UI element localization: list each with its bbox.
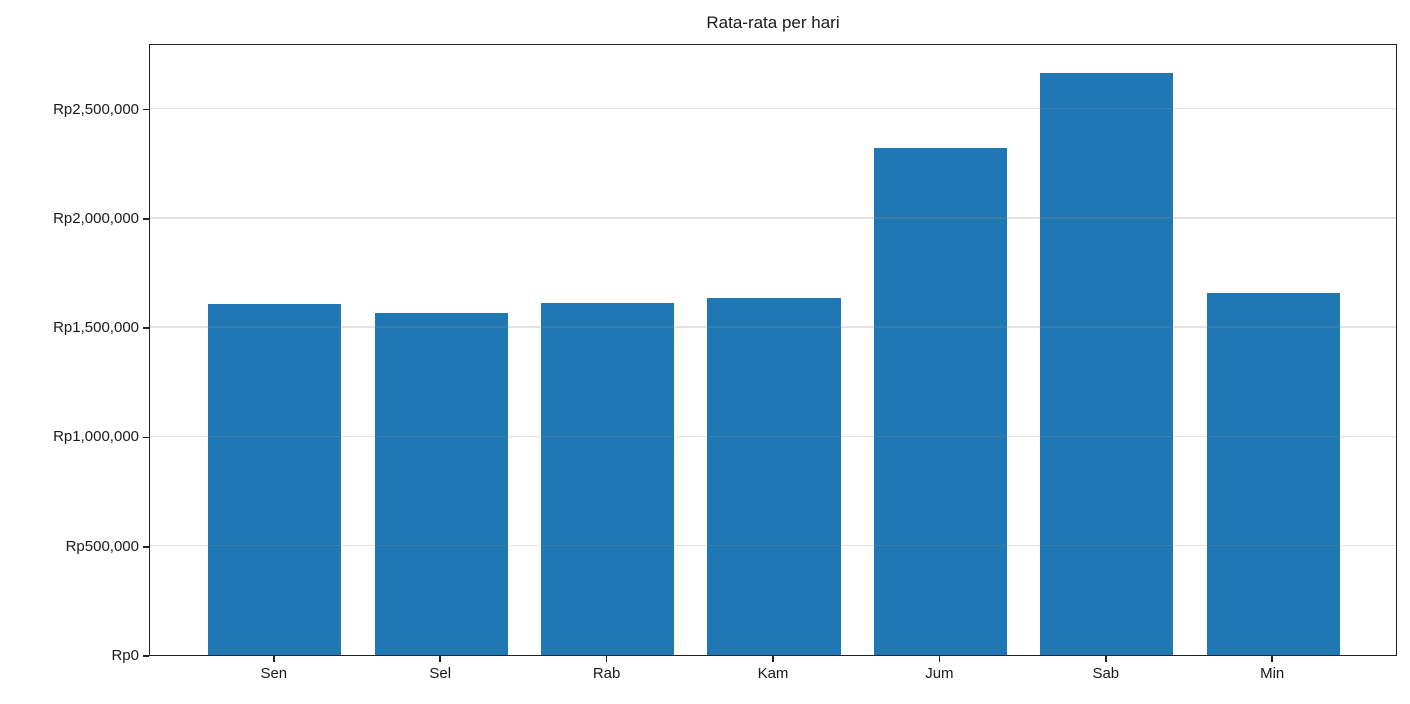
- y-tick-label: Rp2,500,000: [53, 100, 139, 118]
- plot-area: [149, 44, 1397, 656]
- x-tick-mark: [273, 656, 275, 662]
- y-tick-mark: [143, 218, 149, 220]
- chart-title: Rata-rata per hari: [706, 13, 840, 32]
- x-tick-mark: [1271, 656, 1273, 662]
- gridline: [150, 435, 1396, 438]
- x-tick-label: Kam: [757, 665, 789, 682]
- x-tick-label: Sen: [260, 665, 288, 682]
- y-tick-label: Rp500,000: [65, 537, 139, 555]
- y-tick-label: Rp1,000,000: [53, 428, 139, 446]
- x-tick-label: Jum: [925, 665, 954, 682]
- gridline: [150, 217, 1396, 219]
- y-tick-mark: [143, 436, 149, 439]
- gridline: [150, 107, 1396, 110]
- y-tick-mark: [143, 108, 149, 111]
- x-tick-label: Sab: [1092, 665, 1120, 682]
- gridline: [150, 544, 1396, 547]
- bar-rab: [541, 303, 675, 655]
- bar-min: [1206, 293, 1340, 655]
- bar-jum: [873, 147, 1007, 655]
- bar-sen: [208, 304, 342, 655]
- y-tick-label: Rp1,500,000: [53, 319, 139, 337]
- x-tick-mark: [1105, 656, 1107, 662]
- y-tick-label: Rp0: [111, 647, 139, 664]
- x-tick-mark: [938, 656, 941, 662]
- bar-sel: [374, 312, 508, 655]
- x-tick-mark: [772, 656, 774, 662]
- y-tick-mark: [143, 655, 149, 657]
- bar-sab: [1040, 72, 1174, 655]
- x-tick-label: Rab: [592, 665, 621, 682]
- x-tick-mark: [439, 656, 441, 662]
- gridline: [150, 326, 1396, 328]
- x-tick-mark: [605, 656, 608, 662]
- x-tick-label: Sel: [429, 665, 452, 682]
- x-tick-label: Min: [1260, 665, 1285, 682]
- bar-kam: [707, 297, 841, 655]
- y-tick-mark: [143, 327, 149, 329]
- y-tick-mark: [143, 545, 149, 548]
- y-tick-label: Rp2,000,000: [53, 209, 139, 227]
